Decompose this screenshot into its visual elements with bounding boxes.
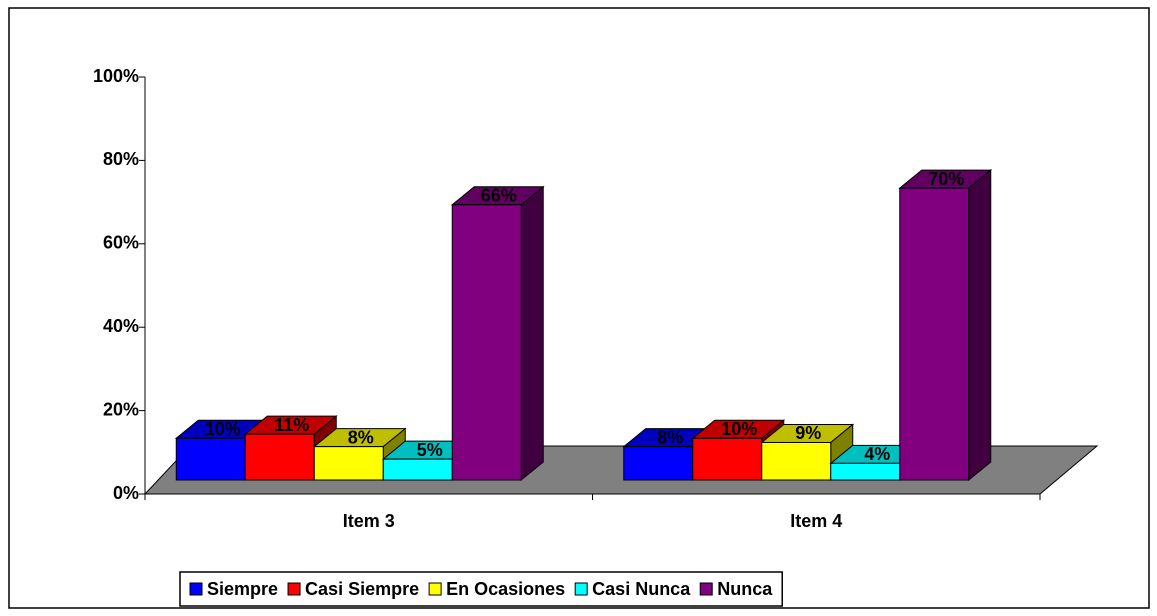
y-tick-label: 20% — [103, 399, 139, 419]
bar-front — [623, 446, 694, 481]
bar-front — [382, 458, 453, 481]
value-label: 66% — [481, 186, 517, 206]
value-label: 10% — [721, 419, 757, 439]
bar-side — [520, 185, 544, 482]
y-tick-label: 60% — [103, 233, 139, 253]
value-label: 9% — [795, 423, 821, 443]
bar-front — [830, 462, 901, 481]
value-label: 10% — [205, 419, 241, 439]
value-label: 5% — [417, 440, 443, 460]
bar — [898, 169, 993, 482]
y-tick-label: 100% — [93, 66, 139, 86]
legend-label: En Ocasiones — [446, 579, 565, 599]
value-label: 70% — [928, 169, 964, 189]
value-label: 8% — [348, 427, 374, 447]
legend-box — [179, 571, 783, 607]
y-tick-label: 40% — [103, 316, 139, 336]
x-tick-label: Item 3 — [343, 511, 395, 531]
bar-front — [313, 446, 384, 481]
value-label: 4% — [864, 444, 890, 464]
bar — [450, 185, 545, 482]
legend-label: Casi Siempre — [305, 579, 419, 599]
y-tick-label: 0% — [113, 483, 139, 503]
bar-front — [899, 187, 970, 481]
bar-side — [968, 169, 992, 482]
bar-front — [692, 437, 763, 481]
legend-label: Casi Nunca — [592, 579, 691, 599]
legend-swatch — [699, 582, 713, 596]
legend-swatch — [574, 582, 588, 596]
bar-front — [761, 441, 832, 481]
y-tick-label: 80% — [103, 149, 139, 169]
bar-front — [451, 204, 522, 481]
bar-front — [244, 433, 315, 481]
legend-label: Nunca — [717, 579, 773, 599]
legend-swatch — [189, 582, 203, 596]
legend-label: Siempre — [207, 579, 278, 599]
value-label: 11% — [274, 415, 309, 435]
legend-swatch — [287, 582, 301, 596]
x-tick-label: Item 4 — [790, 511, 842, 531]
legend: Siempre Casi Siempre En Ocasiones Casi Nunc… — [179, 571, 783, 607]
value-label: 8% — [657, 427, 683, 447]
bar-front — [175, 437, 246, 481]
legend-swatch — [428, 582, 442, 596]
